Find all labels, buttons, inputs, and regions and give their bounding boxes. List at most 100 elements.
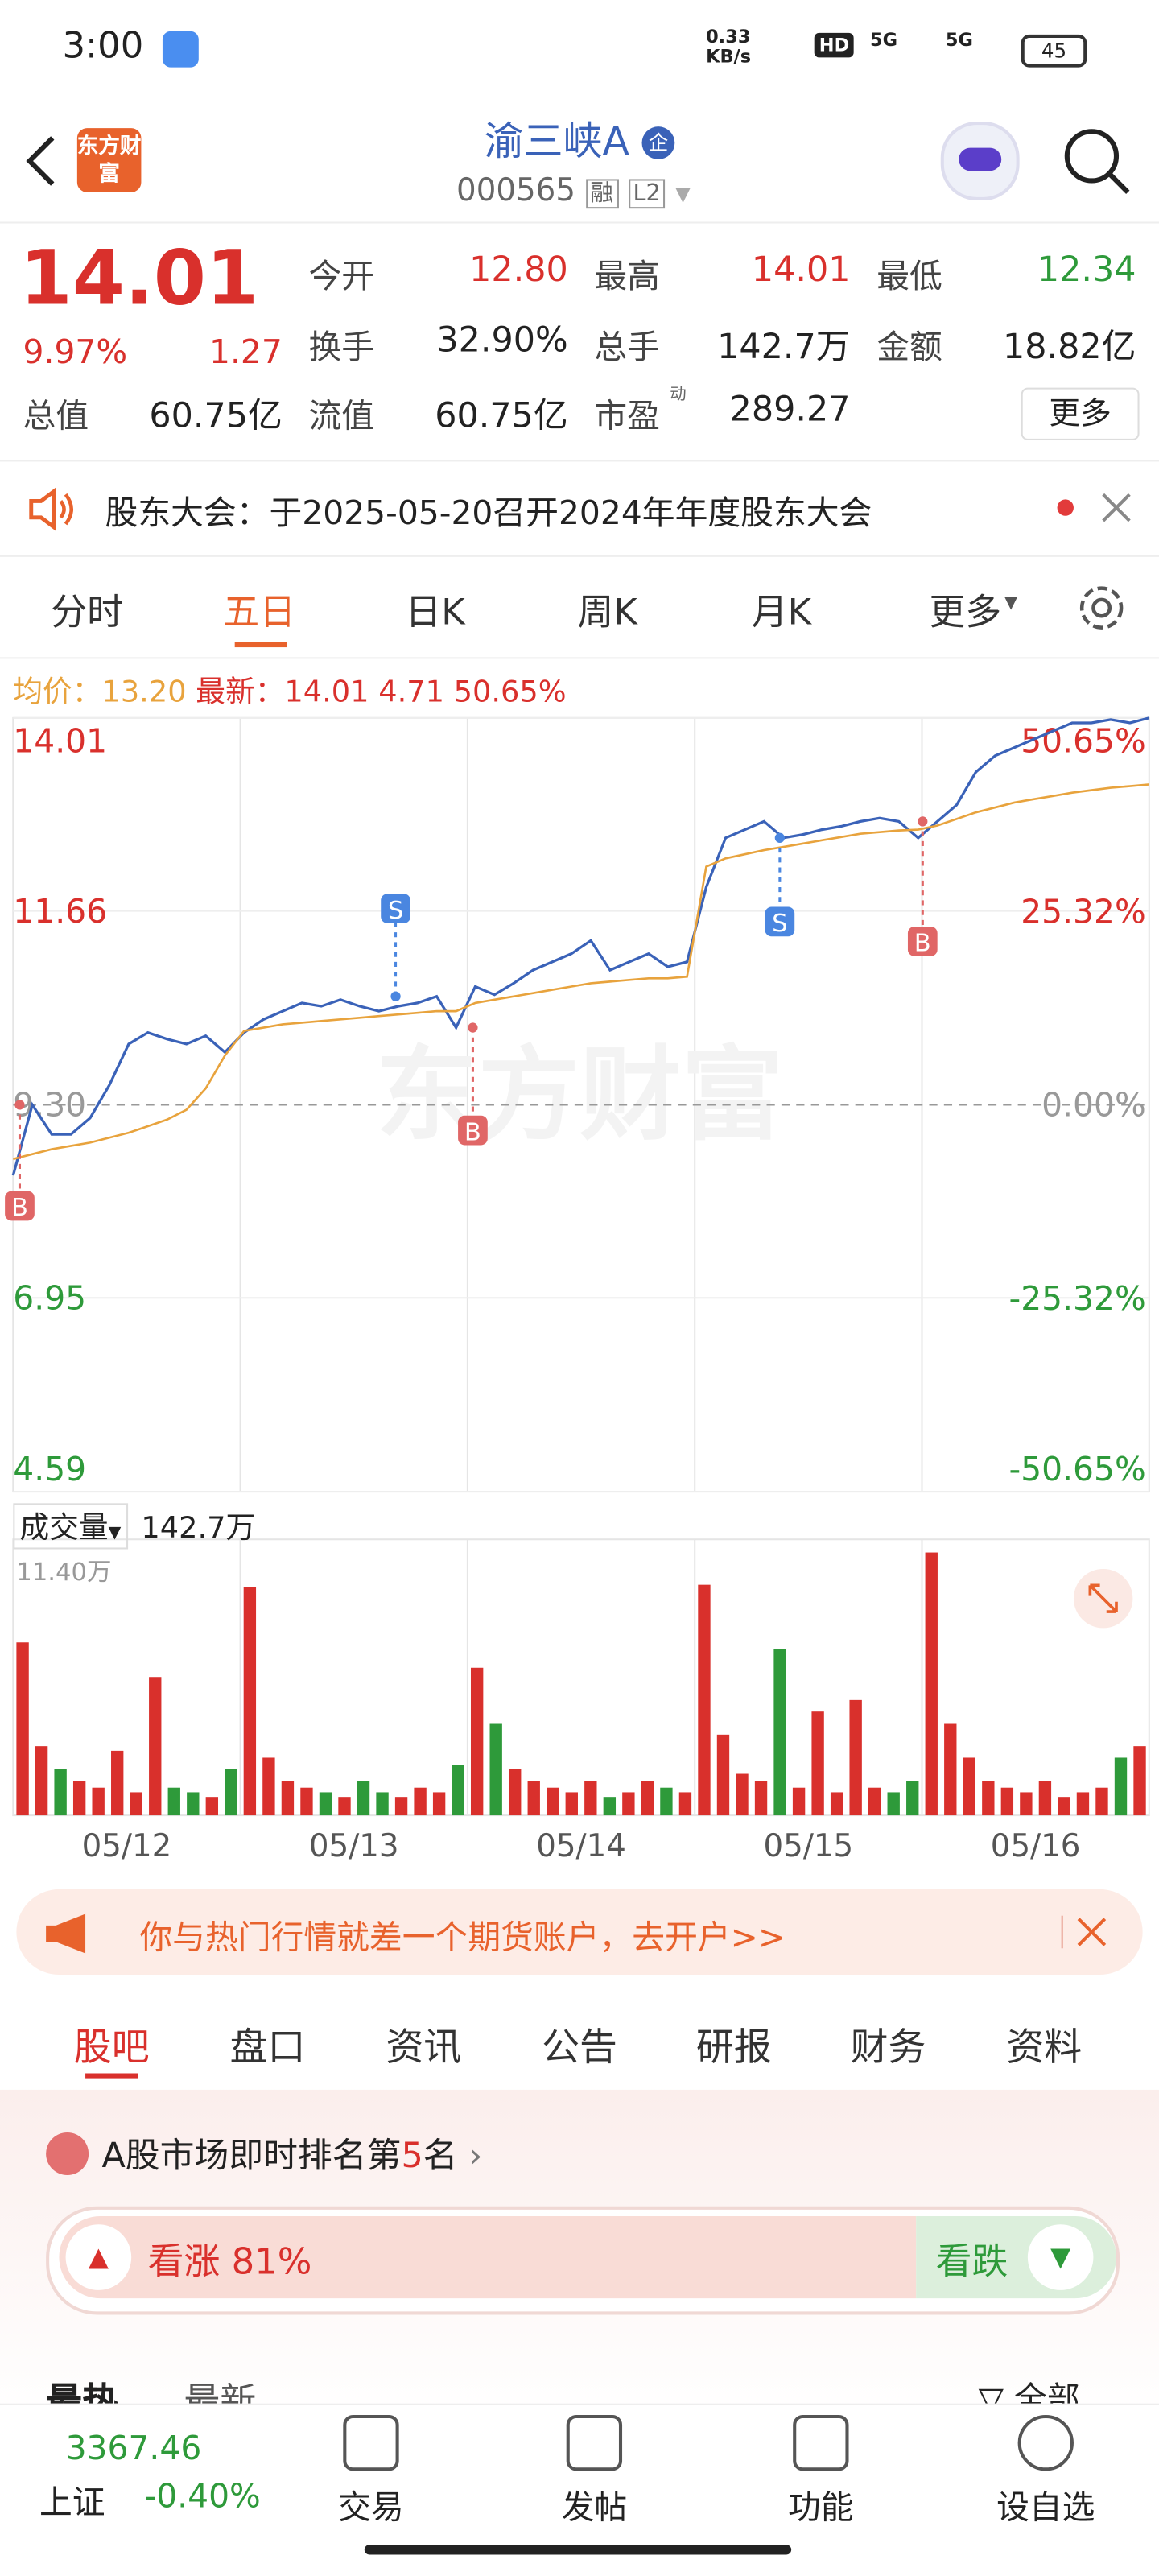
volume-frame	[12, 1538, 1150, 1817]
volume-bar	[982, 1781, 995, 1816]
watermark: 东方财富	[376, 1036, 783, 1154]
y2-tick-label: 0.00%	[1041, 1086, 1146, 1125]
volume-bar	[187, 1792, 200, 1816]
stat-value: 18.82亿	[1003, 327, 1136, 367]
nav-label[interactable]: 设自选	[996, 2487, 1095, 2527]
trade-label: B	[914, 930, 931, 958]
nav-label[interactable]: 功能	[788, 2487, 854, 2527]
x-tick-label: 05/14	[536, 1828, 626, 1864]
battery: 45	[1021, 34, 1087, 68]
ad-text[interactable]: 你与热门行情就差一个期货账户，去开户>>	[139, 1917, 786, 1957]
index-value[interactable]: 3367.46	[65, 2428, 202, 2468]
avg: 13.20	[101, 675, 187, 710]
more-button[interactable]: 更多	[1021, 387, 1140, 440]
volume-bar	[830, 1792, 843, 1816]
volume-bar	[736, 1773, 749, 1816]
tab[interactable]: 周K	[577, 592, 637, 634]
index-pct[interactable]: -0.40%	[144, 2475, 261, 2516]
volume-bar	[698, 1584, 711, 1816]
back[interactable]	[19, 131, 65, 190]
stat-value: 142.7万	[717, 327, 851, 367]
bull[interactable]: 看涨 81%	[148, 2232, 312, 2285]
rank-suffix: 名	[423, 2136, 458, 2176]
ad-close[interactable]	[1059, 1915, 1125, 1949]
ad[interactable]	[16, 1889, 1143, 1975]
tab[interactable]: 分时	[51, 592, 123, 634]
notice[interactable]: 股东大会：于2025-05-20召开2024年年度股东大会	[105, 493, 872, 533]
nav-icon[interactable]	[343, 2414, 399, 2471]
trade-badge	[765, 906, 795, 937]
index-name[interactable]: 上证	[39, 2482, 105, 2522]
avg-label: 均价：	[13, 675, 102, 710]
stat-label: 最低	[876, 256, 942, 296]
x-tick-label: 05/16	[991, 1828, 1081, 1864]
avatar[interactable]	[940, 122, 1020, 200]
net1: 5G	[870, 29, 898, 52]
section-tab[interactable]: 股吧	[73, 2027, 150, 2070]
tab[interactable]: 日K	[405, 592, 465, 634]
badge: 融	[585, 179, 619, 209]
search[interactable]	[1061, 125, 1133, 197]
section-tab[interactable]: 公告	[542, 2027, 617, 2070]
settings[interactable]	[1075, 581, 1128, 634]
stat-value: 60.75亿	[435, 395, 568, 436]
volume-bar	[225, 1769, 237, 1816]
nav-label[interactable]: 交易	[338, 2487, 404, 2527]
y-tick-label: 6.95	[13, 1279, 86, 1318]
trade-label: B	[11, 1194, 28, 1222]
volume-bar	[111, 1750, 124, 1816]
up-icon[interactable]: ▲	[65, 2224, 132, 2290]
volume-bar	[92, 1787, 105, 1816]
section-tab[interactable]: 研报	[695, 2027, 772, 2070]
trade-label: S	[772, 910, 787, 938]
volume-bar	[35, 1746, 48, 1816]
section-tab[interactable]: 资讯	[386, 2027, 462, 2070]
section-tab[interactable]: 盘口	[229, 2027, 306, 2070]
volume-label[interactable]: 成交量▼	[13, 1503, 128, 1550]
bear[interactable]: 看跌	[935, 2242, 1008, 2284]
nav-icon[interactable]	[566, 2414, 623, 2471]
tab[interactable]: 五日	[223, 592, 296, 634]
volume-bar	[527, 1781, 540, 1816]
speed-unit: KB/s	[706, 46, 752, 68]
bull-bar	[59, 2216, 916, 2299]
volume-bar	[1000, 1787, 1014, 1816]
trade-label: S	[388, 897, 403, 925]
volume-bar	[754, 1781, 768, 1816]
volume-bar	[357, 1781, 370, 1816]
stock-name: 渝三峡A	[484, 118, 630, 165]
nav-label[interactable]: 发帖	[561, 2487, 628, 2527]
stat-label: 换手	[308, 327, 375, 367]
rank-icon	[46, 2132, 89, 2176]
volume-bar	[509, 1769, 522, 1816]
section-tab[interactable]: 资料	[1006, 2027, 1083, 2070]
code: 000565	[456, 172, 575, 209]
nav-icon[interactable]	[1017, 2414, 1074, 2471]
tab[interactable]: 更多	[929, 592, 1002, 634]
volume-bar	[773, 1649, 786, 1816]
ad-icon	[46, 1913, 86, 1954]
nav-icon[interactable]	[793, 2414, 849, 2471]
volume-bar	[1095, 1787, 1108, 1816]
close[interactable]	[1100, 491, 1133, 524]
volume-bar	[887, 1792, 900, 1816]
rank[interactable]: A股市场即时排名第5名 ›	[101, 2136, 483, 2176]
logo[interactable]: 东方财富	[76, 128, 141, 192]
section-tab[interactable]: 财务	[850, 2027, 926, 2070]
stat-value: 32.90%	[436, 320, 568, 360]
stat-label: 金额	[876, 327, 942, 367]
volume-bar	[1020, 1792, 1033, 1816]
volume-bar	[394, 1797, 408, 1816]
volume-bar	[72, 1781, 86, 1816]
pct: 9.97%	[23, 332, 128, 372]
price: 14.01	[19, 233, 259, 322]
last: 14.01	[284, 675, 369, 710]
down-icon[interactable]: ▼	[1027, 2224, 1094, 2290]
tab[interactable]: 月K	[751, 592, 812, 634]
y-tick-label: 11.66	[13, 892, 107, 931]
trade-badge	[5, 1191, 35, 1221]
volume-bar	[963, 1757, 975, 1816]
volume-bar	[1076, 1792, 1090, 1816]
stat-value: 12.80	[469, 250, 568, 290]
